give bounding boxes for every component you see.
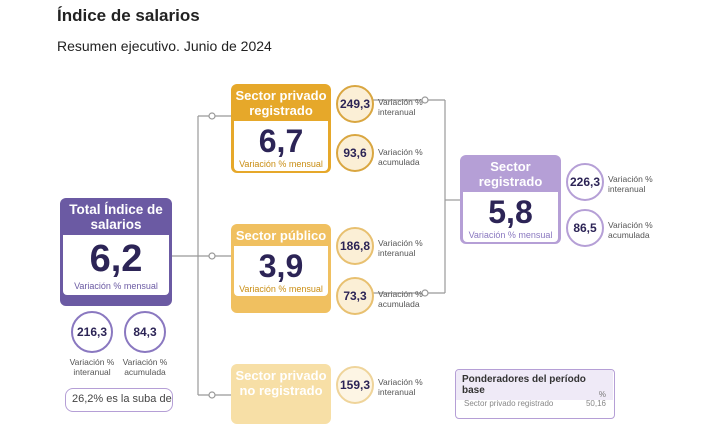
weights-unit: % <box>598 390 606 399</box>
circle-value: 226,3 <box>566 163 604 201</box>
card-header: Sector registrado <box>478 159 543 189</box>
sector-card: Sector privado registrado 6,7 Variación … <box>231 84 331 173</box>
circle-value: 186,8 <box>336 227 374 265</box>
label: Variación % acumulada <box>608 220 653 240</box>
label: Variación % interanual <box>378 238 423 258</box>
sector-card: Sector público 3,9 Variación % mensual <box>231 224 331 313</box>
big-value: 6,2 <box>89 238 143 280</box>
note: 26,2% es la suba del <box>65 388 173 412</box>
card-body: 5,8 Variación % mensual <box>463 192 558 242</box>
title: Índice de salarios <box>57 6 200 25</box>
card-header: Total Índice de salarios <box>69 202 163 232</box>
circle-value: 93,6 <box>336 134 374 172</box>
weights-row-value: 50,16 <box>585 399 606 408</box>
unit: Variación % mensual <box>239 159 323 169</box>
label: Variación % acumulada <box>378 289 423 309</box>
unit: Variación % mensual <box>239 284 323 294</box>
label: Variación % interanual <box>608 174 653 194</box>
card-body: 3,9 Variación % mensual <box>234 246 328 296</box>
subtitle: Resumen ejecutivo. Junio de 2024 <box>57 38 272 54</box>
label: Variación % acumulada <box>122 357 168 377</box>
total-card: Total Índice de salarios 6,2 Variación %… <box>60 198 172 306</box>
circle-value: 73,3 <box>336 277 374 315</box>
big-value: 6,7 <box>258 123 304 159</box>
big-value: 5,8 <box>488 194 533 230</box>
label: Variación % interanual <box>69 357 115 377</box>
label: Variación % interanual <box>378 377 423 397</box>
unit: Variación % mensual <box>468 230 553 240</box>
circle-value: 159,3 <box>336 366 374 404</box>
weights-title: Ponderadores del período base <box>456 370 613 400</box>
label: Variación % interanual <box>378 97 423 117</box>
unit: Variación % mensual <box>74 281 158 291</box>
circle-value: 86,5 <box>566 209 604 247</box>
card-body: 6,7 Variación % mensual <box>234 121 328 171</box>
card-body: 6,2 Variación % mensual <box>63 235 169 295</box>
label: Variación % acumulada <box>378 147 423 167</box>
circle-value: 249,3 <box>336 85 374 123</box>
weights-box: Ponderadores del período base % Sector p… <box>455 369 615 419</box>
card-header: Sector privado registrado <box>235 88 327 118</box>
sector-card: Sector privado no registrado <box>231 364 331 424</box>
circle-value: 216,3 <box>71 311 113 353</box>
weights-row-label: Sector privado registrado <box>464 399 554 408</box>
sector-card: Sector registrado 5,8 Variación % mensua… <box>460 155 561 244</box>
page: {"header":{"title":"Índice de salarios",… <box>57 6 653 424</box>
circle-value: 84,3 <box>124 311 166 353</box>
connectors <box>172 96 460 399</box>
card-header: Sector público <box>235 228 327 243</box>
big-value: 3,9 <box>258 248 304 284</box>
card-header: Sector privado no registrado <box>235 368 327 398</box>
